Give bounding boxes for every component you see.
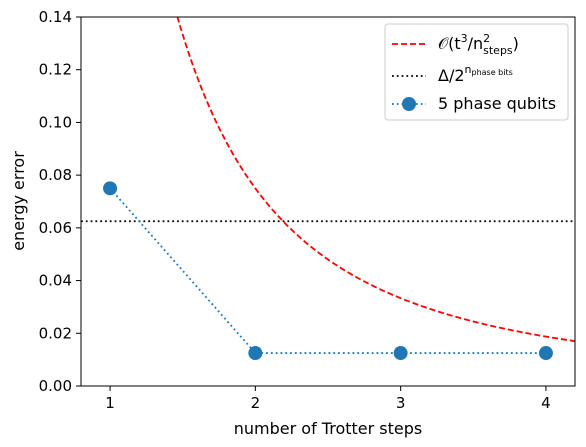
reference-curve [176,17,575,343]
x-tick-label: 1 [105,394,115,412]
y-tick-label: 0.10 [39,113,72,131]
y-axis: 0.00 0.02 0.04 0.06 0.08 0.10 0.12 0.14 [39,8,81,395]
legend-swatch-series-marker [402,97,416,111]
y-tick-label: 0.06 [39,219,72,237]
y-axis-label: energy error [9,151,28,251]
legend: 𝒪(t3/n2 steps) Δ/2nphase bits 5 phase qub… [384,23,569,121]
y-tick-label: 0.00 [39,377,72,395]
legend-box [384,23,569,121]
legend-label-series: 5 phase qubits [438,94,556,113]
plot-layer [81,17,575,354]
x-axis: 1 2 3 4 [105,386,551,412]
y-tick-label: 0.02 [39,324,72,342]
legend-label-reference-line: Δ/2nphase bits [438,63,513,85]
data-point [103,181,118,196]
data-point [248,346,263,361]
x-axis-label: number of Trotter steps [234,419,422,438]
x-tick-label: 2 [251,394,261,412]
axes-frame [80,16,576,387]
y-tick-label: 0.08 [39,166,72,184]
legend-label-reference-curve: 𝒪(t3/n2 steps) [438,32,519,57]
x-tick-label: 4 [541,394,551,412]
y-tick-label: 0.12 [39,61,72,79]
data-point [393,346,408,361]
series-line [109,187,546,354]
y-tick-label: 0.04 [39,272,72,290]
y-tick-label: 0.14 [39,8,72,26]
x-tick-label: 3 [396,394,406,412]
data-point [538,346,553,361]
